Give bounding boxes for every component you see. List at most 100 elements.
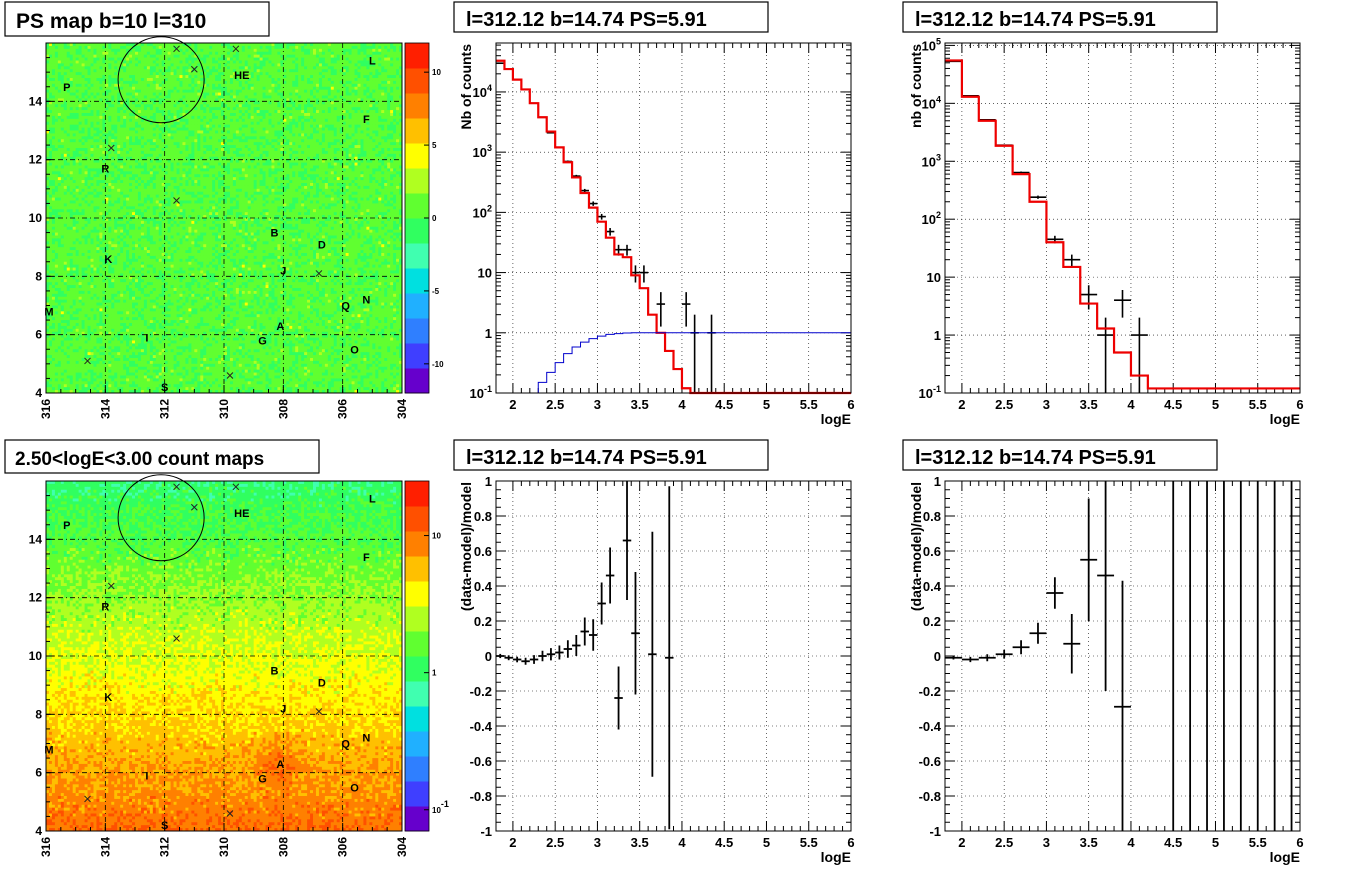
- heat-cell: [298, 96, 301, 99]
- heat-cell: [218, 90, 221, 93]
- heat-cell: [218, 125, 221, 128]
- heat-cell: [331, 61, 334, 64]
- heat-cell: [218, 113, 221, 116]
- heat-cell: [384, 63, 387, 66]
- heat-cell: [76, 128, 79, 131]
- heat-cell: [171, 63, 174, 66]
- heat-cell: [85, 90, 88, 93]
- heat-cell: [111, 87, 114, 90]
- heat-cell: [105, 96, 108, 99]
- heat-cell: [168, 104, 171, 107]
- heat-cell: [117, 46, 120, 49]
- heat-cell: [147, 93, 150, 96]
- heat-cell: [369, 113, 372, 116]
- heat-cell: [328, 61, 331, 64]
- heat-cell: [165, 63, 168, 66]
- heat-cell: [141, 107, 144, 110]
- heat-cell: [363, 75, 366, 78]
- heat-cell: [393, 75, 396, 78]
- heat-cell: [280, 52, 283, 55]
- heat-cell: [289, 58, 292, 61]
- heat-cell: [129, 125, 132, 128]
- heat-cell: [153, 101, 156, 104]
- heat-cell: [381, 87, 384, 90]
- heat-cell: [372, 122, 375, 125]
- heat-cell: [108, 61, 111, 64]
- heat-cell: [91, 49, 94, 52]
- heat-cell: [304, 125, 307, 128]
- heat-cell: [286, 93, 289, 96]
- heat-cell: [289, 46, 292, 49]
- heat-cell: [313, 93, 316, 96]
- heat-cell: [85, 61, 88, 64]
- heat-cell: [396, 58, 399, 61]
- heat-cell: [271, 72, 274, 75]
- heat-cell: [263, 72, 266, 75]
- heat-cell: [177, 93, 180, 96]
- heat-cell: [358, 110, 361, 113]
- heat-cell: [360, 81, 363, 84]
- heat-cell: [355, 107, 358, 110]
- heat-cell: [177, 72, 180, 75]
- heat-cell: [212, 93, 215, 96]
- heat-cell: [70, 107, 73, 110]
- heat-cell: [159, 52, 162, 55]
- heat-cell: [79, 128, 82, 131]
- heat-cell: [180, 93, 183, 96]
- heat-cell: [144, 46, 147, 49]
- heat-cell: [64, 104, 67, 107]
- heat-cell: [99, 104, 102, 107]
- heat-cell: [349, 61, 352, 64]
- heat-cell: [298, 63, 301, 66]
- heat-cell: [343, 96, 346, 99]
- heat-cell: [180, 96, 183, 99]
- heat-cell: [61, 72, 64, 75]
- heat-cell: [82, 125, 85, 128]
- heat-cell: [108, 52, 111, 55]
- heat-cell: [245, 58, 248, 61]
- heat-cell: [165, 96, 168, 99]
- heat-cell: [236, 113, 239, 116]
- heat-cell: [295, 87, 298, 90]
- heat-cell: [239, 110, 242, 113]
- heat-cell: [141, 122, 144, 125]
- heat-cell: [322, 58, 325, 61]
- heat-cell: [251, 55, 254, 58]
- heat-cell: [135, 128, 138, 131]
- heat-cell: [266, 110, 269, 113]
- heat-cell: [295, 63, 298, 66]
- heat-cell: [123, 96, 126, 99]
- heat-cell: [325, 84, 328, 87]
- heat-cell: [212, 90, 215, 93]
- heat-cell: [144, 69, 147, 72]
- heat-cell: [120, 128, 123, 131]
- heat-cell: [393, 110, 396, 113]
- heat-cell: [378, 78, 381, 81]
- heat-cell: [289, 55, 292, 58]
- heat-cell: [269, 63, 272, 66]
- heat-cell: [138, 104, 141, 107]
- heat-cell: [150, 72, 153, 75]
- heat-cell: [55, 93, 58, 96]
- heat-cell: [292, 113, 295, 116]
- heat-cell: [177, 84, 180, 87]
- heat-cell: [224, 72, 227, 75]
- heat-cell: [295, 49, 298, 52]
- heat-cell: [346, 66, 349, 69]
- heat-cell: [328, 75, 331, 78]
- heat-cell: [378, 69, 381, 72]
- heat-cell: [58, 87, 61, 90]
- heat-cell: [123, 128, 126, 131]
- heat-cell: [346, 84, 349, 87]
- heat-cell: [242, 49, 245, 52]
- heat-cell: [129, 113, 132, 116]
- heat-cell: [135, 81, 138, 84]
- heat-cell: [251, 113, 254, 116]
- heat-cell: [188, 90, 191, 93]
- heat-cell: [79, 46, 82, 49]
- heat-cell: [257, 55, 260, 58]
- heat-cell: [67, 110, 70, 113]
- heat-cell: [144, 78, 147, 81]
- heat-cell: [61, 52, 64, 55]
- heat-cell: [73, 58, 76, 61]
